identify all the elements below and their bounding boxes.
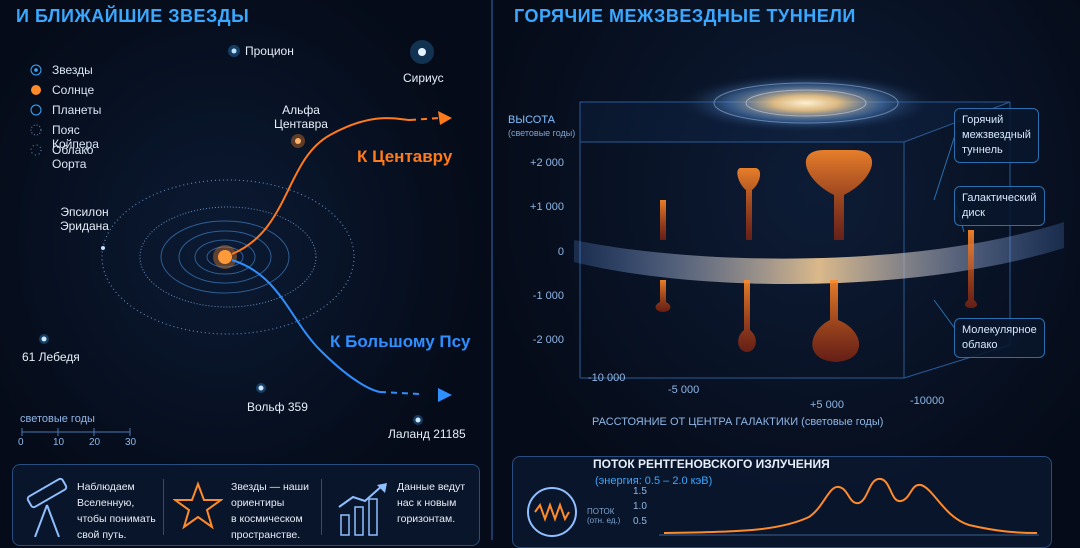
xray-title: ПОТОК РЕНТГЕНОВСКОГО ИЗЛУЧЕНИЯ xyxy=(593,457,830,471)
xray-flux-curve xyxy=(659,477,1039,536)
xray-y-tick: 1.0 xyxy=(633,501,647,512)
callout-molecular-cloud: Молекулярное облако xyxy=(954,318,1045,358)
callout-line xyxy=(933,299,957,331)
tunnel-upper-small xyxy=(737,168,761,240)
star-wolf xyxy=(256,383,266,393)
scale-tick: 0 xyxy=(18,437,24,448)
route-centaurus-arrow xyxy=(438,111,452,125)
planet-orbit xyxy=(194,239,256,275)
scale-tick: 10 xyxy=(53,437,65,448)
scale-tick: 30 xyxy=(125,437,137,448)
legend-kuiper-icon xyxy=(30,124,42,136)
route-centaurus-line xyxy=(231,117,411,255)
info-cards: Наблюдаем Вселенную, чтобы понимать свой… xyxy=(12,464,480,546)
scale-label: световые годы xyxy=(20,413,95,425)
star-epsilon-eridani xyxy=(101,246,105,250)
label-sirius: Сириус xyxy=(403,71,444,85)
planet-orbit xyxy=(206,246,244,268)
star-lalande xyxy=(413,415,423,425)
label-alpha-centauri: Альфа Центавра xyxy=(274,103,328,131)
y-tick: +2 000 xyxy=(530,157,564,169)
tunnel-left-lower xyxy=(655,280,671,312)
star-alpha-centauri xyxy=(291,134,305,148)
legend-sun-icon xyxy=(31,85,41,95)
callout-line xyxy=(933,131,957,201)
y-tick: -2 000 xyxy=(532,334,564,346)
galaxy-spiral xyxy=(676,73,936,133)
y-axis-unit: (световые годы) xyxy=(508,128,576,138)
oort-cloud-ring xyxy=(101,179,355,335)
y-tick: 0 xyxy=(557,246,564,258)
label-wolf-359: Вольф 359 xyxy=(247,400,308,414)
route-canis-arrow xyxy=(438,388,452,402)
legend-star-icon xyxy=(30,64,42,76)
legend-planet-icon xyxy=(30,104,42,116)
star-map xyxy=(21,40,452,436)
star-procyon xyxy=(228,45,240,57)
route-label-canis-major: К Большому Псу xyxy=(330,332,471,351)
y-tick: +1 000 xyxy=(530,201,564,213)
tunnel-left-upper xyxy=(660,200,666,240)
label-61-cygni: 61 Лебедя xyxy=(22,350,80,364)
card-text-observe: Наблюдаем Вселенную, чтобы понимать свой… xyxy=(77,481,156,541)
star-sirius xyxy=(410,40,434,64)
planet-orbit xyxy=(178,230,272,284)
tunnel-lower-main xyxy=(812,280,860,362)
route-canis-dash xyxy=(379,391,421,395)
callout-hot-tunnel: Горячий межзвездный туннель xyxy=(954,108,1039,163)
xray-y-label: ПОТОК (отн. ед.) xyxy=(587,507,621,525)
x-tick: -10000 xyxy=(910,395,945,407)
legend-oort-icon xyxy=(30,144,42,156)
growth-chart-icon xyxy=(338,483,387,536)
callout-galactic-disk: Галактический диск xyxy=(954,186,1045,226)
y-axis-label: ВЫСОТА xyxy=(508,114,556,126)
tunnel-lower-small xyxy=(738,280,756,352)
wave-icon xyxy=(527,487,577,537)
route-centaurus-dash xyxy=(409,117,441,121)
xray-subtitle: (энергия: 0.5 – 2.0 кэВ) xyxy=(595,475,713,487)
x-axis-label: РАССТОЯНИЕ ОТ ЦЕНТРА ГАЛАКТИКИ (световые… xyxy=(592,416,884,428)
right-panel-title: ГОРЯЧИЕ МЕЖЗВЕЗДНЫЕ ТУННЕЛИ xyxy=(514,6,856,26)
tunnel-right xyxy=(964,230,978,308)
tunnel-upper-main xyxy=(805,150,873,240)
scale-tick: 20 xyxy=(89,437,101,448)
star-outline-icon xyxy=(173,481,223,530)
solar-neighborhood-panel: И БЛИЖАЙШИЕ ЗВЕЗДЫ xyxy=(0,0,490,546)
x-tick: -5 000 xyxy=(668,384,700,396)
kuiper-belt-ring xyxy=(139,206,317,308)
galaxy-tunnel-diagram xyxy=(574,73,1064,379)
route-canis-line xyxy=(231,259,381,393)
xray-y-tick: 0.5 xyxy=(633,516,647,527)
telescope-icon xyxy=(26,477,68,537)
label-lalande: Лаланд 21185 xyxy=(388,427,466,441)
x-tick: -10 000 xyxy=(588,372,626,384)
xray-flux-panel: ПОТОК РЕНТГЕНОВСКОГО ИЗЛУЧЕНИЯ (энергия:… xyxy=(512,456,1052,548)
xray-y-tick: 1.5 xyxy=(633,486,647,497)
label-epsilon-eridani: Эпсилон Эридана xyxy=(60,205,109,233)
card-text-landmarks: Звезды — наши ориентиры в космическом пр… xyxy=(231,481,309,541)
panel-divider xyxy=(491,0,493,540)
y-tick: -1 000 xyxy=(532,290,564,302)
hot-tunnels-panel: ГОРЯЧИЕ МЕЖЗВЕЗДНЫЕ ТУННЕЛИ xyxy=(494,0,1080,548)
label-procyon: Процион xyxy=(245,44,294,58)
sun-icon xyxy=(218,250,232,264)
galactic-disk xyxy=(574,222,1064,285)
star-cygni xyxy=(39,334,49,344)
card-text-data: Данные ведут нас к новым горизонтам. xyxy=(397,481,466,525)
planet-orbit xyxy=(160,220,290,294)
route-label-centaurus: К Центавру xyxy=(357,147,453,166)
x-tick: +5 000 xyxy=(810,399,844,411)
left-panel-title: И БЛИЖАЙШИЕ ЗВЕЗДЫ xyxy=(16,6,250,26)
